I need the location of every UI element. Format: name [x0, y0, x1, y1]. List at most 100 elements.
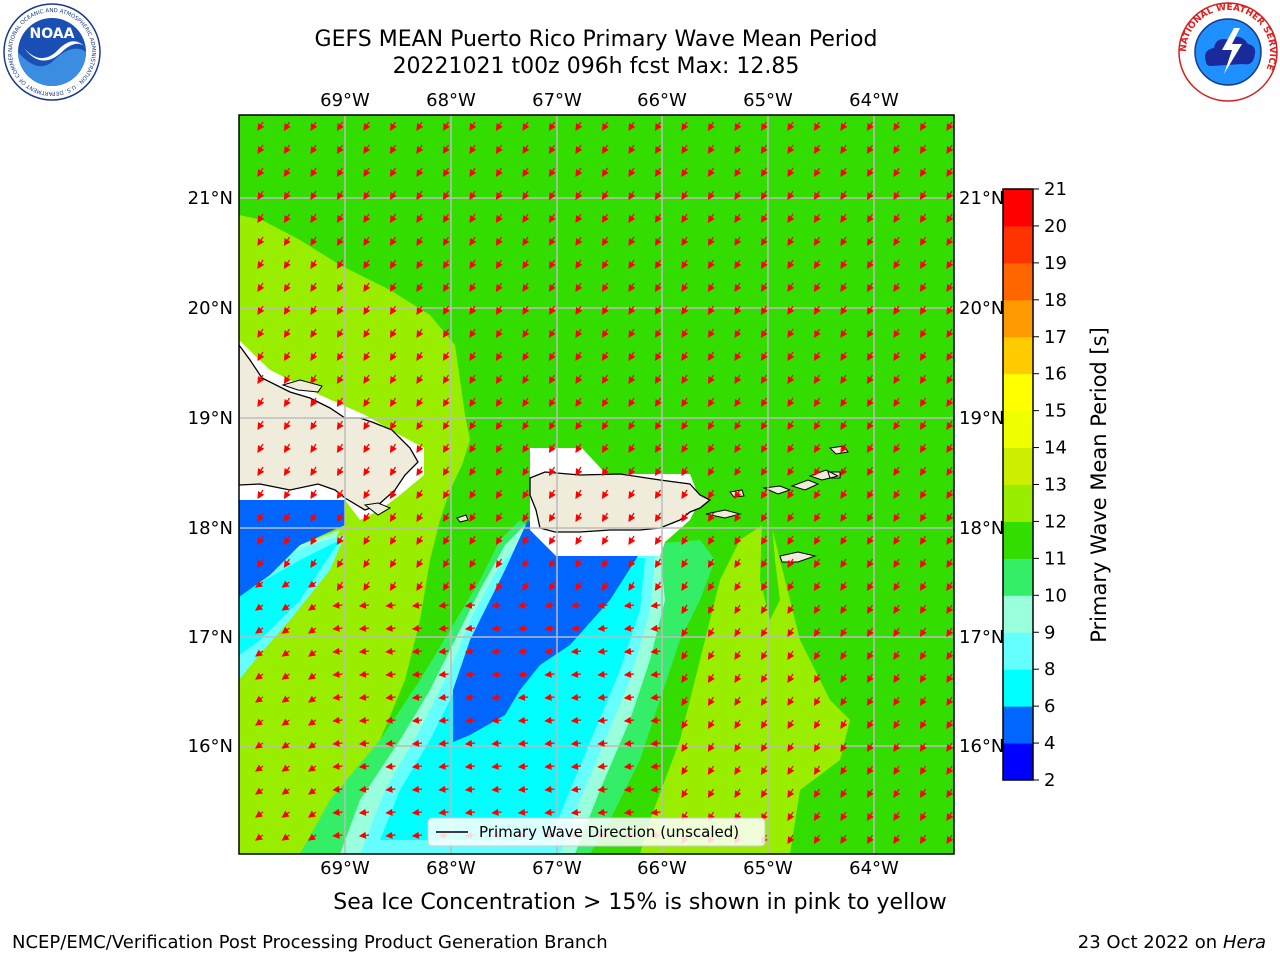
- wave-arrow: [336, 581, 344, 592]
- footer-date: 23 Oct 2022 on Hera: [1078, 932, 1266, 953]
- wave-arrow: [813, 604, 821, 615]
- wave-arrow: [281, 649, 290, 657]
- wave-arrow: [438, 670, 449, 678]
- wave-arrow: [946, 167, 954, 178]
- wave-arrow: [654, 213, 662, 224]
- footer-machine: Hera: [1222, 932, 1266, 953]
- wave-arrow: [707, 742, 715, 753]
- wave-arrow: [681, 788, 689, 799]
- wave-arrow: [760, 696, 768, 707]
- wave-arrow: [787, 121, 795, 132]
- wave-arrow: [283, 374, 291, 385]
- colorbar-tick-label: 6: [1044, 696, 1055, 717]
- wave-arrow: [522, 213, 530, 224]
- wave-arrow: [336, 121, 344, 132]
- wave-arrow: [787, 627, 795, 638]
- wave-arrow: [654, 351, 662, 362]
- wave-arrow: [442, 466, 450, 477]
- wave-arrow: [840, 535, 848, 546]
- wave-arrow: [919, 190, 927, 201]
- wave-arrow: [946, 673, 954, 684]
- wave-arrow: [363, 351, 371, 362]
- wave-arrow: [544, 647, 555, 655]
- wave-arrow: [893, 259, 901, 270]
- wave-arrow: [681, 719, 689, 730]
- wave-arrow: [707, 466, 715, 477]
- wave-arrow: [575, 512, 583, 523]
- wave-arrow: [919, 558, 927, 569]
- wave-arrow: [946, 328, 954, 339]
- wave-arrow: [491, 624, 502, 632]
- wave-arrow: [336, 489, 344, 500]
- wave-arrow: [495, 374, 503, 385]
- colorbar-swatch: [1003, 189, 1033, 227]
- wave-arrow: [548, 489, 556, 500]
- wave-arrow: [522, 167, 530, 178]
- wave-arrow: [281, 580, 290, 588]
- wave-arrow: [575, 121, 583, 132]
- wave-arrow: [681, 466, 689, 477]
- wave-arrow: [283, 144, 291, 155]
- wave-arrow: [787, 512, 795, 523]
- wave-arrow: [866, 420, 874, 431]
- wave-arrow: [813, 466, 821, 477]
- wave-arrow: [522, 558, 530, 569]
- wave-arrow: [597, 716, 608, 724]
- wave-arrow: [411, 624, 423, 632]
- wave-arrow: [495, 512, 503, 523]
- wave-arrow: [310, 443, 318, 454]
- wave-arrow: [336, 213, 344, 224]
- wave-arrow: [866, 466, 874, 477]
- wave-arrow: [283, 397, 291, 408]
- wave-arrow: [332, 739, 343, 747]
- wave-arrow: [866, 259, 874, 270]
- colorbar-tick-label: 10: [1044, 585, 1067, 606]
- wave-arrow: [389, 512, 397, 523]
- wave-arrow: [760, 719, 768, 730]
- wave-arrow: [385, 670, 396, 678]
- wave-arrow: [919, 144, 927, 155]
- wave-arrow: [919, 627, 927, 638]
- wave-arrow: [734, 144, 742, 155]
- wave-arrow: [255, 718, 264, 726]
- wave-arrow: [336, 236, 344, 247]
- wave-arrow: [310, 144, 318, 155]
- wave-arrow: [707, 121, 715, 132]
- wave-arrow: [281, 718, 290, 726]
- wave-arrow: [522, 351, 530, 362]
- wave-arrow: [442, 144, 450, 155]
- land-virgin-islands: [762, 445, 849, 495]
- wave-arrow: [310, 397, 318, 408]
- wave-arrow: [358, 808, 370, 816]
- wave-arrow: [813, 305, 821, 316]
- wave-arrow: [628, 328, 636, 339]
- wave-arrow: [389, 374, 397, 385]
- wave-arrow: [919, 765, 927, 776]
- wave-arrow: [734, 374, 742, 385]
- wave-arrow: [760, 259, 768, 270]
- wave-arrow: [416, 236, 424, 247]
- wave-arrow: [491, 808, 502, 816]
- wave-arrow: [866, 282, 874, 293]
- wave-arrow: [707, 259, 715, 270]
- wave-arrow: [336, 259, 344, 270]
- wave-arrow: [548, 466, 556, 477]
- wave-arrow: [813, 489, 821, 500]
- wave-arrow: [495, 236, 503, 247]
- wave-arrow: [469, 374, 477, 385]
- wave-arrow: [495, 535, 503, 546]
- wave-arrow: [866, 719, 874, 730]
- wave-arrow: [893, 236, 901, 247]
- wave-arrow: [522, 535, 530, 546]
- wave-arrow: [283, 489, 291, 500]
- lon-label: 69°W: [320, 90, 370, 111]
- wave-arrow: [257, 305, 265, 316]
- wave-arrow: [522, 305, 530, 316]
- wave-arrow: [495, 121, 503, 132]
- wave-arrow: [308, 718, 317, 726]
- period-band-12-13: [239, 215, 470, 854]
- wave-arrow: [893, 719, 901, 730]
- wave-arrow: [389, 535, 397, 546]
- wave-arrow: [813, 420, 821, 431]
- wave-arrow: [416, 144, 424, 155]
